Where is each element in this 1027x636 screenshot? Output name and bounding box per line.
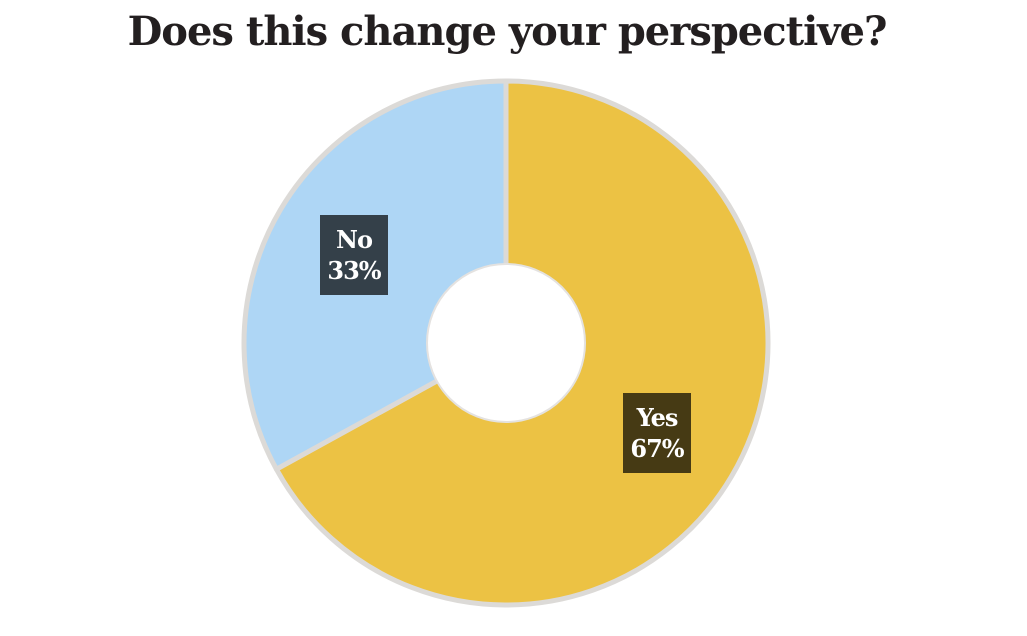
slice-label-no-category: No: [336, 225, 373, 254]
slice-label-yes-value: 67%: [630, 434, 684, 464]
slice-label-no-value: 33%: [327, 256, 381, 286]
slice-label-yes-category: Yes: [636, 403, 679, 432]
slice-label-yes: Yes 67%: [623, 393, 691, 474]
slice-label-no: No 33%: [320, 215, 388, 296]
chart-title: Does this change your perspective?: [127, 8, 888, 55]
donut-slices-group: [241, 78, 771, 608]
donut-hole: [426, 263, 586, 423]
